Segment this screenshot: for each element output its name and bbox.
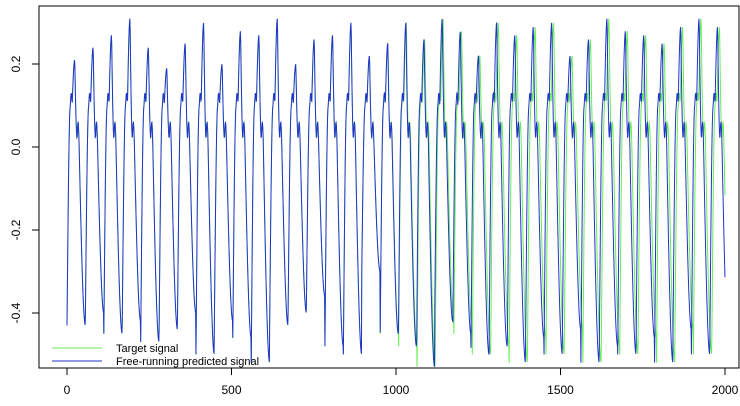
legend-label-predicted: Free-running predicted signal (116, 356, 259, 368)
x-tick-label: 1000 (383, 383, 410, 397)
y-axis: -0.4 -0.2 0.0 0.2 (9, 55, 40, 323)
x-tick-label: 500 (221, 383, 241, 397)
x-tick-label: 2000 (712, 383, 739, 397)
y-tick-label: -0.4 (9, 302, 23, 323)
y-tick-label: 0.2 (9, 55, 23, 72)
y-tick-label: -0.2 (9, 219, 23, 240)
y-tick-label: 0.0 (9, 138, 23, 155)
series-line-predicted (66, 18, 726, 367)
x-axis: 0 500 1000 1500 2000 (64, 367, 739, 397)
x-tick-label: 0 (64, 383, 71, 397)
series-layer (66, 18, 726, 367)
legend: Target signal Free-running predicted sig… (52, 343, 259, 368)
x-tick-label: 1500 (547, 383, 574, 397)
legend-label-target: Target signal (116, 343, 178, 355)
